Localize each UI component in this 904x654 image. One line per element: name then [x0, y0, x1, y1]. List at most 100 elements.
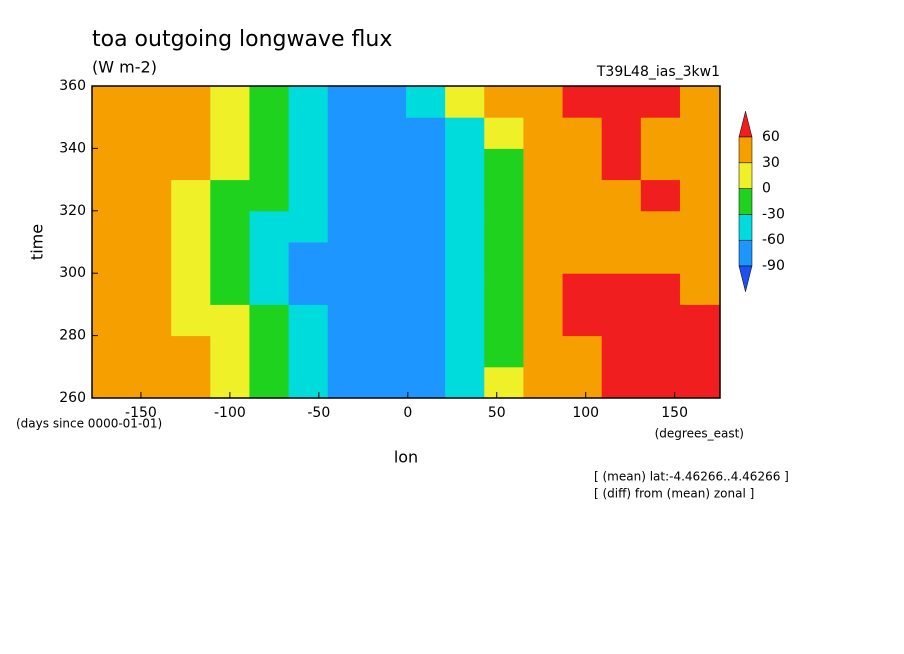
contour-cell: [484, 148, 524, 181]
contour-cell: [288, 273, 329, 305]
contour-cell: [406, 335, 446, 368]
contour-cell: [132, 117, 172, 149]
y-tick-label: 340: [59, 140, 86, 156]
contour-cell: [406, 179, 446, 212]
contour-cell: [132, 242, 172, 274]
contour-cell: [640, 273, 681, 305]
contour-cell: [640, 366, 681, 398]
contour-cell: [640, 335, 681, 368]
contour-cell: [132, 335, 172, 368]
x-tick-label: 100: [572, 405, 599, 421]
contour-cell: [132, 86, 172, 118]
contour-cell: [640, 304, 681, 337]
contour-cell: [288, 86, 329, 118]
contour-cell: [523, 335, 564, 368]
contour-cell: [210, 86, 250, 118]
contour-cell: [249, 210, 290, 243]
contour-cell: [327, 242, 368, 274]
contour-cell: [562, 148, 603, 181]
contour-cell: [406, 273, 446, 305]
contour-cell: [366, 335, 407, 368]
x-tick-label: -100: [214, 405, 246, 421]
contour-cell: [562, 179, 603, 212]
contour-cell: [445, 242, 485, 274]
contour-cell: [92, 366, 133, 398]
contour-cell: [601, 242, 642, 274]
contour-cell: [484, 273, 524, 305]
contour-cell: [171, 335, 211, 368]
contour-cell: [523, 242, 564, 274]
contour-cell: [249, 179, 290, 212]
contour-cell: [249, 117, 290, 149]
contour-cell: [327, 117, 368, 149]
contour-cell: [366, 86, 407, 118]
contour-cell: [523, 179, 564, 212]
contour-cell: [327, 273, 368, 305]
contour-cell: [366, 210, 407, 243]
contour-cell: [210, 335, 250, 368]
contour-cell: [406, 304, 446, 337]
contour-cell: [523, 148, 564, 181]
contour-cell: [484, 179, 524, 212]
contour-cell: [327, 304, 368, 337]
contour-cell: [249, 242, 290, 274]
contour-cell: [288, 117, 329, 149]
contour-cell: [406, 117, 446, 149]
contour-cell: [601, 148, 642, 181]
contour-cell: [601, 273, 642, 305]
colorbar-box: [738, 239, 753, 267]
contour-cell: [249, 148, 290, 181]
contour-cell: [601, 117, 642, 149]
contour-cell: [249, 86, 290, 118]
colorbar-box: [738, 162, 753, 189]
contour-cell: [210, 210, 250, 243]
contour-cell: [679, 304, 720, 337]
contour-cell: [679, 366, 720, 398]
contour-cell: [484, 335, 524, 368]
contour-cell: [92, 86, 133, 118]
contour-cell: [679, 242, 720, 274]
contour-cell: [92, 304, 133, 337]
contour-cell: [445, 304, 485, 337]
contour-cell: [562, 335, 603, 368]
colorbar-label: 0: [762, 181, 771, 197]
contour-cell: [679, 117, 720, 149]
contour-cell: [210, 304, 250, 337]
x-tick-label: -50: [307, 405, 330, 421]
y-tick-label: 320: [59, 203, 86, 219]
contour-cell: [366, 366, 407, 398]
contour-cell: [601, 304, 642, 337]
contour-cell: [366, 304, 407, 337]
contour-cell: [288, 210, 329, 243]
contour-cell: [171, 179, 211, 212]
contour-cell: [640, 210, 681, 243]
y-tick-label: 280: [59, 328, 86, 344]
contour-cell: [327, 86, 368, 118]
colorbar-box: [738, 214, 753, 241]
contour-cell: [601, 335, 642, 368]
contour-cell: [288, 366, 329, 398]
contour-cell: [327, 179, 368, 212]
plot-frame: [91, 85, 721, 399]
contour-cell: [171, 148, 211, 181]
contour-cell: [92, 242, 133, 274]
contour-cell: [562, 273, 603, 305]
contour-cell: [640, 179, 681, 212]
contour-cell: [484, 242, 524, 274]
contour-cell: [171, 117, 211, 149]
contour-cell: [210, 179, 250, 212]
dataset-label: T39L48_ias_3kw1: [596, 64, 720, 80]
contour-cell: [210, 117, 250, 149]
contour-cell: [601, 86, 642, 118]
contour-cell: [132, 148, 172, 181]
contour-cell: [445, 117, 485, 149]
contour-cell: [484, 86, 524, 118]
contour-cell: [366, 117, 407, 149]
contour-cell: [288, 304, 329, 337]
contour-cell: [640, 86, 681, 118]
contour-cell: [288, 242, 329, 274]
contour-cell: [679, 179, 720, 212]
colorbar-min: [738, 265, 753, 292]
contour-cell: [288, 335, 329, 368]
